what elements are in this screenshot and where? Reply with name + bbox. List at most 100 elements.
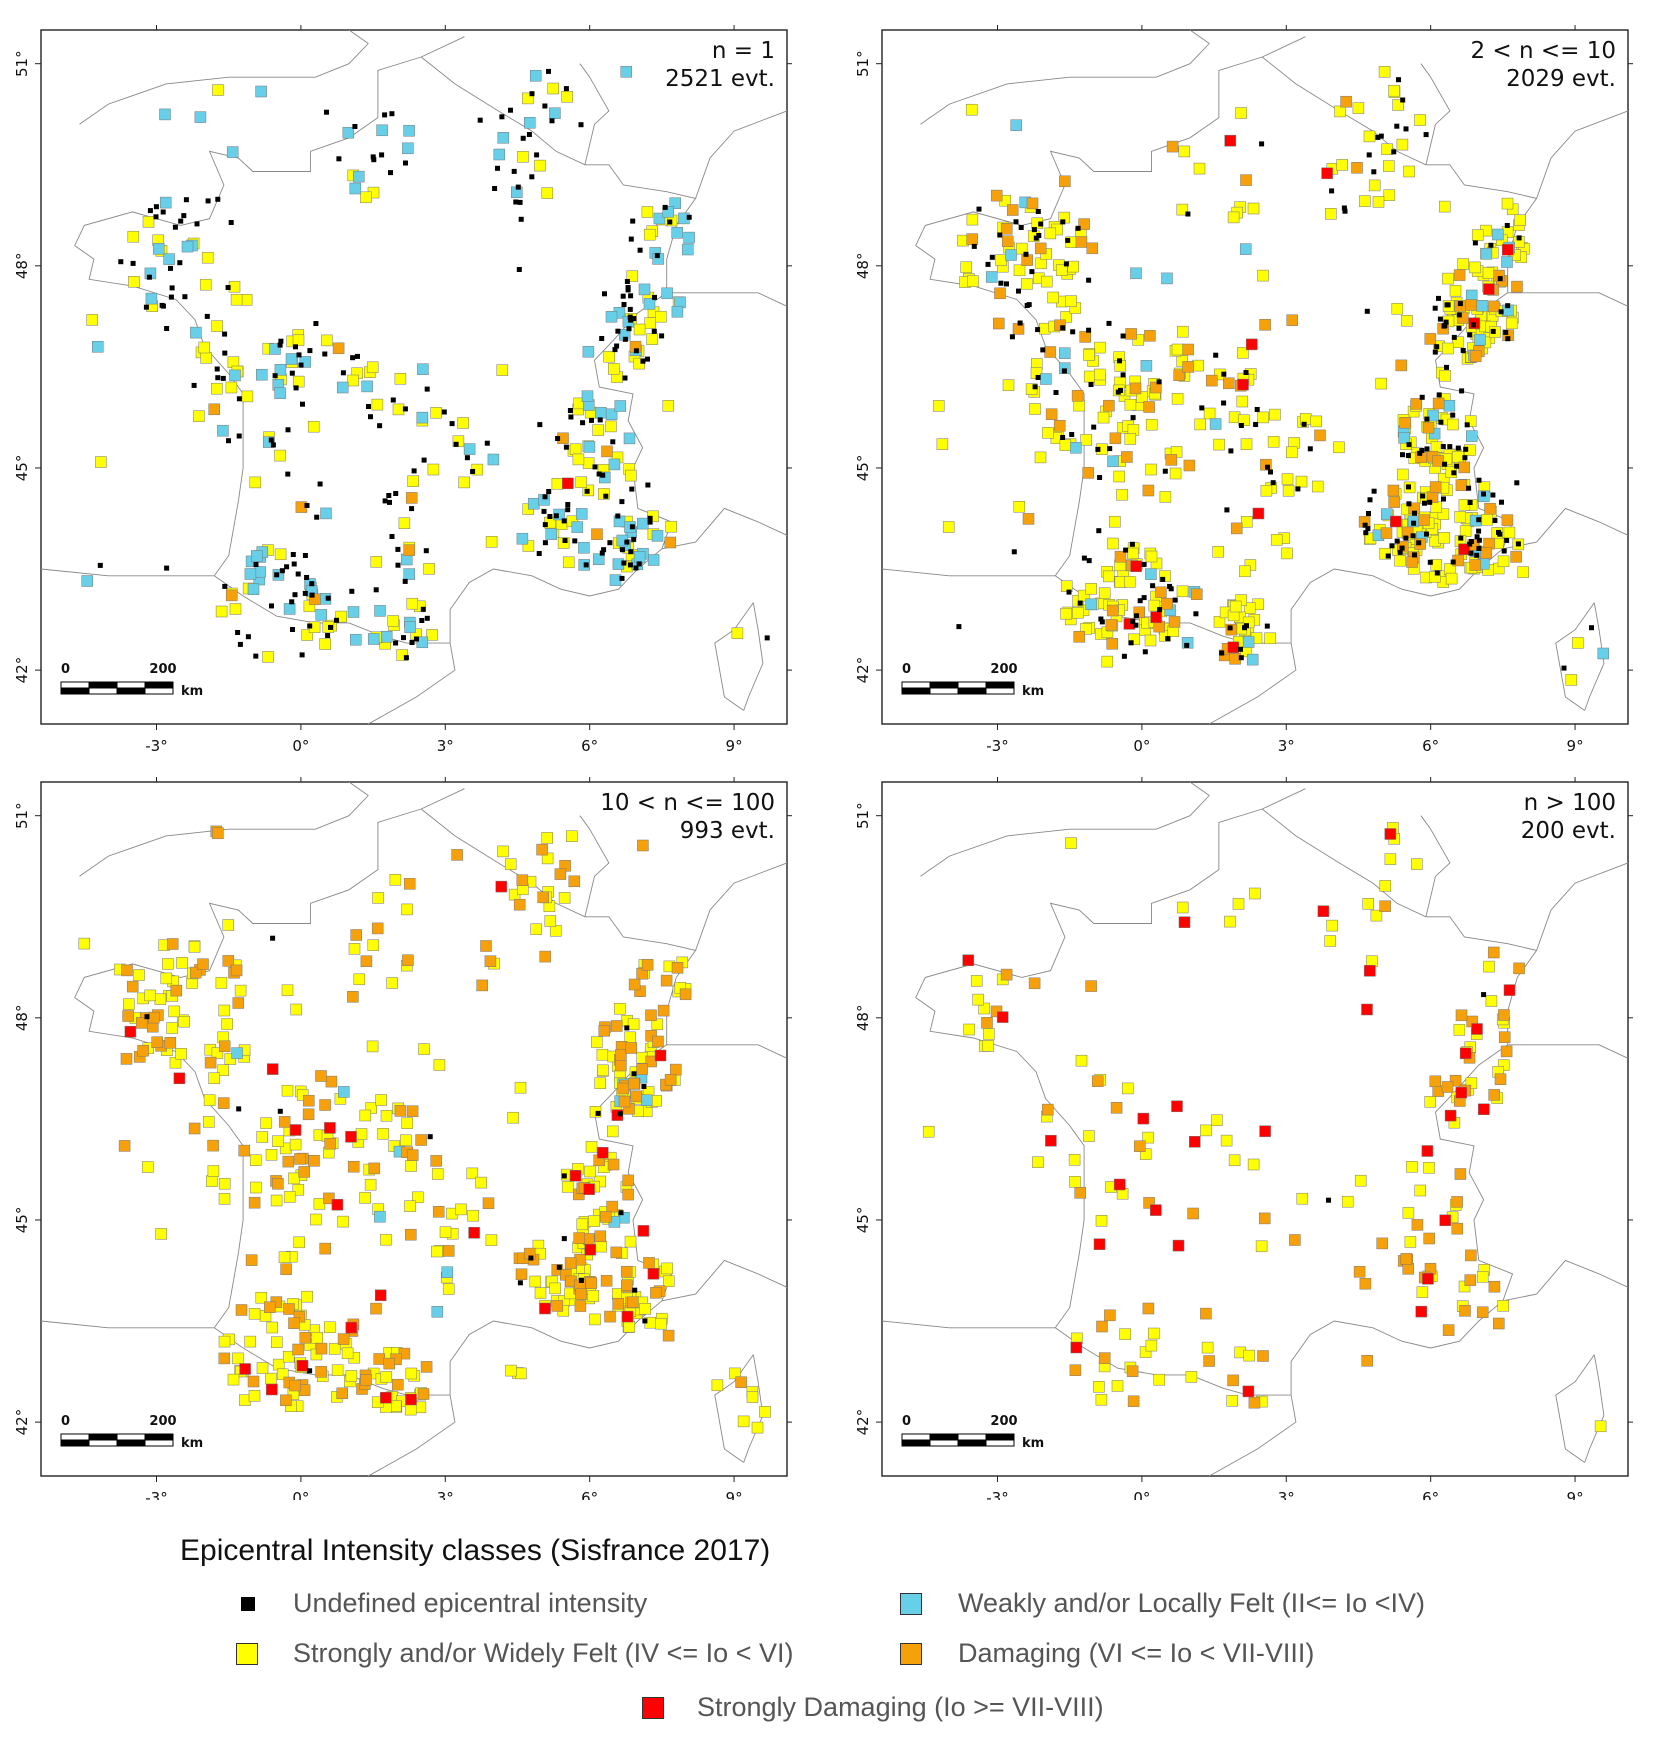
epicenter-weak bbox=[553, 508, 565, 521]
epicenter-undef bbox=[1363, 530, 1369, 536]
epicenter-dmg bbox=[319, 1242, 331, 1255]
epicenter-undef bbox=[293, 385, 299, 391]
epicenter-undef bbox=[1098, 616, 1104, 622]
epicenter-dmg bbox=[1206, 374, 1218, 387]
epicenter-undef bbox=[1476, 546, 1482, 551]
epicenter-dmg bbox=[1387, 484, 1400, 497]
epicenter-undef bbox=[537, 422, 543, 428]
epicenter-undef bbox=[1458, 535, 1464, 541]
epicenter-sdmg bbox=[324, 1122, 336, 1134]
epicenter-undef bbox=[1156, 379, 1162, 385]
epicenter-undef bbox=[555, 436, 561, 441]
epicenter-undef bbox=[1326, 1197, 1331, 1203]
epicenter-dmg bbox=[225, 589, 238, 602]
coastline-segment bbox=[915, 808, 1263, 998]
epicenter-undef bbox=[1444, 364, 1449, 370]
epicenter-weak bbox=[431, 1306, 444, 1318]
epicenter-weak bbox=[608, 458, 621, 471]
epicenter-dmg bbox=[1432, 397, 1445, 410]
lon-tick-label: 9° bbox=[726, 737, 743, 755]
epicenter-undef bbox=[1450, 412, 1456, 418]
epicenter-undef bbox=[1410, 533, 1416, 539]
epicenter-strong bbox=[1032, 1156, 1044, 1168]
epicenter-dmg bbox=[610, 1020, 623, 1032]
epicenter-strong bbox=[1109, 515, 1121, 528]
epicenter-undef bbox=[414, 636, 419, 642]
epicenter-dmg bbox=[993, 317, 1005, 330]
epicenter-undef bbox=[409, 506, 415, 512]
epicenter-strong bbox=[1370, 909, 1383, 922]
epicenter-dmg bbox=[289, 1379, 301, 1392]
epicenter-strong bbox=[1065, 295, 1077, 307]
epicenter-dmg bbox=[1240, 174, 1252, 186]
epicenter-dmg bbox=[166, 938, 179, 950]
epicenter-undef bbox=[1561, 665, 1567, 671]
epicenter-weak bbox=[152, 243, 165, 255]
epicenter-strong bbox=[614, 1003, 626, 1015]
epicenter-undef bbox=[368, 414, 373, 420]
epicenter-undef bbox=[607, 540, 613, 546]
epicenter-dmg bbox=[1106, 604, 1119, 617]
epicenter-weak bbox=[527, 497, 540, 510]
epicenter-sdmg bbox=[1455, 1086, 1468, 1099]
epicenter-undef bbox=[499, 114, 505, 120]
epicenter-dmg bbox=[620, 1265, 633, 1278]
epicenter-undef bbox=[686, 214, 692, 220]
epicenter-undef bbox=[1224, 507, 1230, 513]
epicenter-undef bbox=[1238, 646, 1243, 652]
epicenter-undef bbox=[172, 224, 178, 230]
axis-ticks: -3° 0° 3° 6° 9°42°45°48°51° bbox=[13, 25, 792, 755]
epicenter-dmg bbox=[1451, 1196, 1463, 1208]
epicenter-strong bbox=[262, 651, 274, 663]
epicenter-dmg bbox=[319, 1099, 331, 1111]
epicenter-dmg bbox=[1074, 1187, 1086, 1199]
epicenter-undef bbox=[1371, 488, 1377, 494]
epicenter-undef bbox=[307, 1368, 313, 1374]
scale-segment bbox=[985, 1433, 1015, 1441]
lat-tick-label: 48° bbox=[13, 253, 31, 280]
lat-tick-label: 48° bbox=[13, 1005, 31, 1032]
epicenter-dmg bbox=[1142, 484, 1155, 497]
epicenter-undef bbox=[529, 174, 535, 180]
epicenter-sdmg bbox=[1245, 338, 1258, 351]
epicenter-dmg bbox=[405, 1228, 417, 1241]
epicenter-dmg bbox=[1379, 900, 1391, 912]
epicenter-weak bbox=[545, 528, 557, 540]
epicenter-dmg bbox=[118, 1140, 131, 1152]
epicenter-undef bbox=[553, 513, 559, 519]
epicenter-dmg bbox=[1126, 1365, 1139, 1377]
map-frame bbox=[881, 781, 1629, 1477]
epicenter-undef bbox=[268, 437, 274, 443]
epicenter-strong bbox=[623, 1320, 636, 1333]
coastline-segment bbox=[915, 56, 1263, 246]
epicenter-undef bbox=[1396, 77, 1401, 83]
epicenter-undef bbox=[1424, 446, 1430, 452]
epicenter-strong bbox=[278, 1251, 291, 1263]
epicenter-undef bbox=[1184, 642, 1190, 648]
epicenter-strong bbox=[372, 892, 384, 904]
epicenter-strong bbox=[1401, 315, 1413, 327]
coastline-segment bbox=[40, 568, 215, 577]
epicenter-weak bbox=[1130, 267, 1142, 280]
epicenter-weak bbox=[1242, 636, 1255, 648]
epicenter-undef bbox=[1133, 622, 1139, 628]
epicenter-strong bbox=[208, 1072, 220, 1084]
epicenter-strong bbox=[200, 352, 212, 364]
epicenter-dmg bbox=[294, 1153, 306, 1165]
epicenter-weak bbox=[623, 432, 636, 445]
epicenter-dmg bbox=[402, 954, 414, 966]
epicenter-weak bbox=[92, 341, 104, 353]
epicenter-undef bbox=[1490, 328, 1496, 334]
epicenter-undef bbox=[1389, 543, 1395, 549]
epicenter-undef bbox=[1371, 169, 1377, 175]
epicenter-weak bbox=[651, 530, 664, 542]
coastline-segment bbox=[74, 997, 244, 1329]
epicenter-dmg bbox=[170, 984, 183, 997]
epicenter-dmg bbox=[315, 1342, 328, 1355]
epicenter-undef bbox=[144, 1014, 150, 1020]
epicenter-undef bbox=[619, 499, 625, 505]
epicenter-dmg bbox=[1182, 361, 1194, 373]
epicenter-weak bbox=[226, 146, 239, 158]
epicenter-dmg bbox=[1223, 377, 1235, 390]
epicenter-undef bbox=[1016, 288, 1021, 294]
